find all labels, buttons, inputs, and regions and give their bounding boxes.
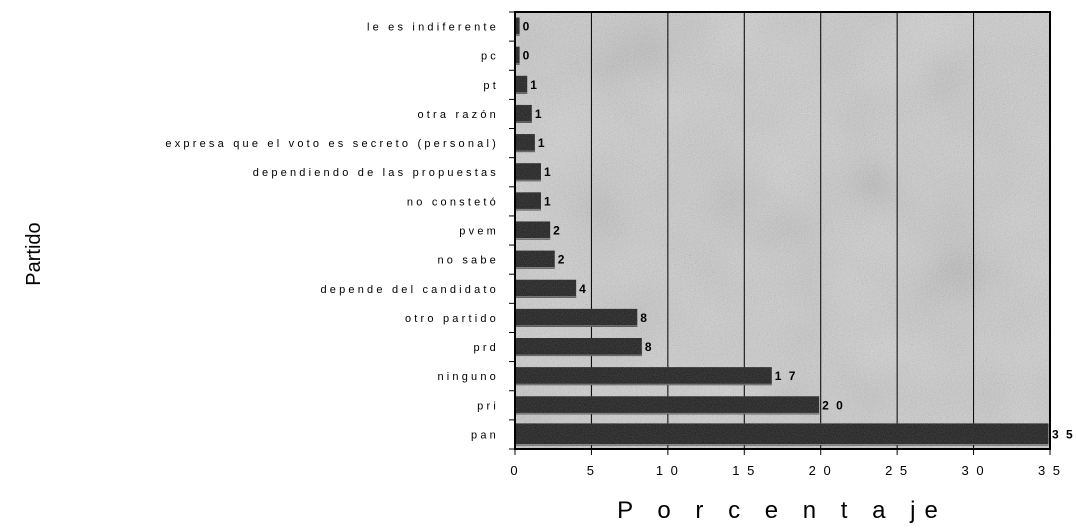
bar-value-label: 0	[523, 49, 532, 63]
bar-texture	[515, 134, 535, 153]
bar-texture	[515, 423, 1049, 446]
bar-value-label: 1	[535, 107, 544, 121]
bar-texture	[515, 192, 541, 211]
x-tick-label: 2 5	[885, 463, 909, 478]
category-label: prd	[474, 342, 500, 354]
plot-background	[515, 12, 1050, 449]
bar-texture	[515, 46, 520, 65]
category-label: no constetó	[407, 196, 499, 208]
x-axis-title: P o r c e n t a je	[617, 497, 947, 524]
bar-value-label: 1	[544, 194, 553, 208]
category-label: otro partido	[405, 313, 499, 325]
bar-texture	[515, 396, 820, 415]
bar-value-label: 1	[538, 136, 547, 150]
plot-border	[514, 11, 1051, 450]
x-tick-label: 1 5	[732, 463, 756, 478]
bar-texture	[515, 279, 577, 298]
x-tick-label: 3 5	[1038, 463, 1062, 478]
bar-value-label: 0	[523, 20, 532, 34]
category-label: le es indiferente	[367, 22, 499, 34]
category-label: no sabe	[437, 255, 499, 267]
category-label: pan	[471, 429, 499, 441]
bar-texture	[515, 75, 528, 94]
bar-value-label: 8	[645, 340, 654, 354]
x-tick-label: 0	[510, 463, 519, 478]
category-label: ninguno	[437, 371, 499, 383]
x-axis: 0 5 1 0 1 5 2 0 2 5 3 0 3 5	[510, 449, 1062, 478]
bar-value-label: 3 5	[1052, 427, 1075, 441]
bar-value-label: 2 0	[822, 398, 845, 412]
bar-value-label: 1	[544, 165, 553, 179]
category-label: otra razón	[417, 109, 499, 121]
category-label: pri	[477, 400, 499, 412]
bar-value-label: 1	[530, 78, 539, 92]
bar-texture	[515, 104, 532, 123]
y-axis: le es indiferente pc pt otra razón expresa q…	[165, 11, 516, 450]
value-labels: 0 0 1 1 1 1 1 2 2 4 8 8 1 7 2 0 3 5	[523, 20, 1075, 442]
bar-texture	[515, 250, 555, 269]
bar-value-label: 4	[579, 282, 588, 296]
x-tick-label: 2 0	[809, 463, 833, 478]
bar-texture	[515, 163, 541, 182]
x-tick-label: 3 0	[962, 463, 986, 478]
bar-value-label: 2	[553, 224, 562, 238]
category-label: pc	[481, 51, 499, 63]
bar-value-label: 1 7	[775, 369, 798, 383]
bars	[515, 17, 1049, 446]
category-label: pt	[483, 80, 499, 92]
bar-value-label: 8	[640, 311, 649, 325]
x-tick-label: 5	[587, 463, 596, 478]
bar-texture	[515, 221, 551, 240]
bar-texture	[515, 338, 642, 357]
x-tick-label: 1 0	[656, 463, 680, 478]
bar-texture	[515, 308, 638, 327]
category-label: dependiendo de las propuestas	[253, 167, 499, 179]
bar-texture	[515, 17, 520, 36]
y-axis-title: Partido	[23, 222, 45, 285]
category-label: pvem	[459, 226, 499, 238]
bar-texture	[515, 367, 772, 386]
plot-frame	[514, 11, 1051, 450]
category-label: depende del candidato	[320, 284, 499, 296]
category-label: expresa que el voto es secreto (personal…	[165, 138, 499, 150]
bar-value-label: 2	[558, 253, 567, 267]
